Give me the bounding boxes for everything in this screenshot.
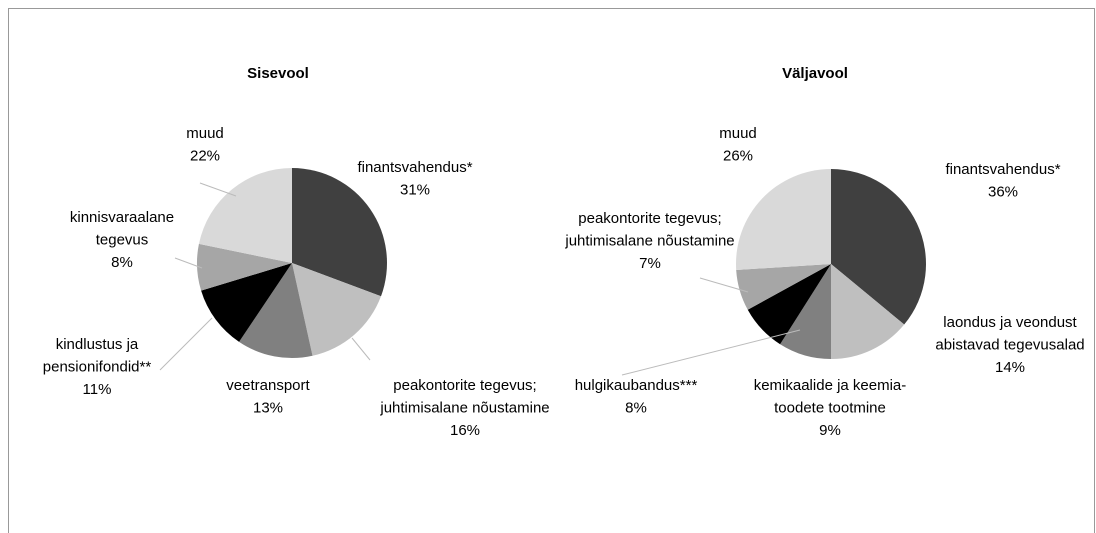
- pie-slice: [197, 243, 292, 291]
- slice-label: muud: [719, 125, 757, 142]
- pie-slice: [736, 264, 831, 310]
- pie-slice: [201, 263, 292, 342]
- leader-line: [699, 277, 749, 293]
- slice-value-label: 13%: [253, 400, 283, 417]
- pie-slice: [780, 264, 831, 359]
- slice-label: finantsvahendus*: [357, 159, 472, 176]
- pie-slice: [239, 263, 313, 359]
- chart-title: Sisevool: [247, 65, 309, 82]
- chart-title: Väljavool: [782, 65, 848, 82]
- pie-slice: [292, 168, 387, 297]
- pie-slice: [831, 169, 926, 325]
- slice-label: laondus ja veondust abistavad tegevusalad: [935, 314, 1084, 354]
- slice-label: peakontorite tegevus; juhtimisalane nõust…: [379, 377, 549, 417]
- slice-label: peakontorite tegevus; juhtimisalane nõust…: [564, 210, 734, 250]
- leader-line: [174, 257, 203, 269]
- leader-line: [621, 329, 801, 376]
- slice-value-label: 7%: [639, 255, 661, 272]
- leader-line: [199, 182, 237, 197]
- slice-value-label: 14%: [995, 359, 1025, 376]
- frame: [8, 8, 1095, 533]
- slice-label: veetransport: [226, 377, 310, 394]
- slice-value-label: 8%: [625, 400, 647, 417]
- slice-label: hulgikaubandus***: [575, 377, 698, 394]
- leader-line: [159, 317, 213, 371]
- slice-label: muud: [186, 125, 224, 142]
- slice-value-label: 22%: [190, 148, 220, 165]
- leader-line: [351, 337, 371, 361]
- slice-value-label: 16%: [450, 422, 480, 439]
- pie-slice: [292, 263, 381, 356]
- pie-slice: [198, 168, 292, 263]
- slice-label: kemikaalide ja keemia-toodete tootmine: [754, 377, 907, 417]
- slice-label: kinnisvaraalane tegevus: [70, 209, 174, 249]
- slice-value-label: 36%: [988, 184, 1018, 201]
- slice-label: kindlustus ja pensionifondid**: [43, 336, 152, 376]
- slice-value-label: 9%: [819, 422, 841, 439]
- slice-value-label: 31%: [400, 182, 430, 199]
- pie-slice: [747, 264, 831, 345]
- slice-value-label: 8%: [111, 254, 133, 271]
- slice-value-label: 11%: [83, 381, 112, 398]
- pie-slice: [736, 169, 831, 270]
- slice-value-label: 26%: [723, 148, 753, 165]
- pie-slice: [831, 264, 905, 359]
- slice-label: finantsvahendus*: [945, 161, 1060, 178]
